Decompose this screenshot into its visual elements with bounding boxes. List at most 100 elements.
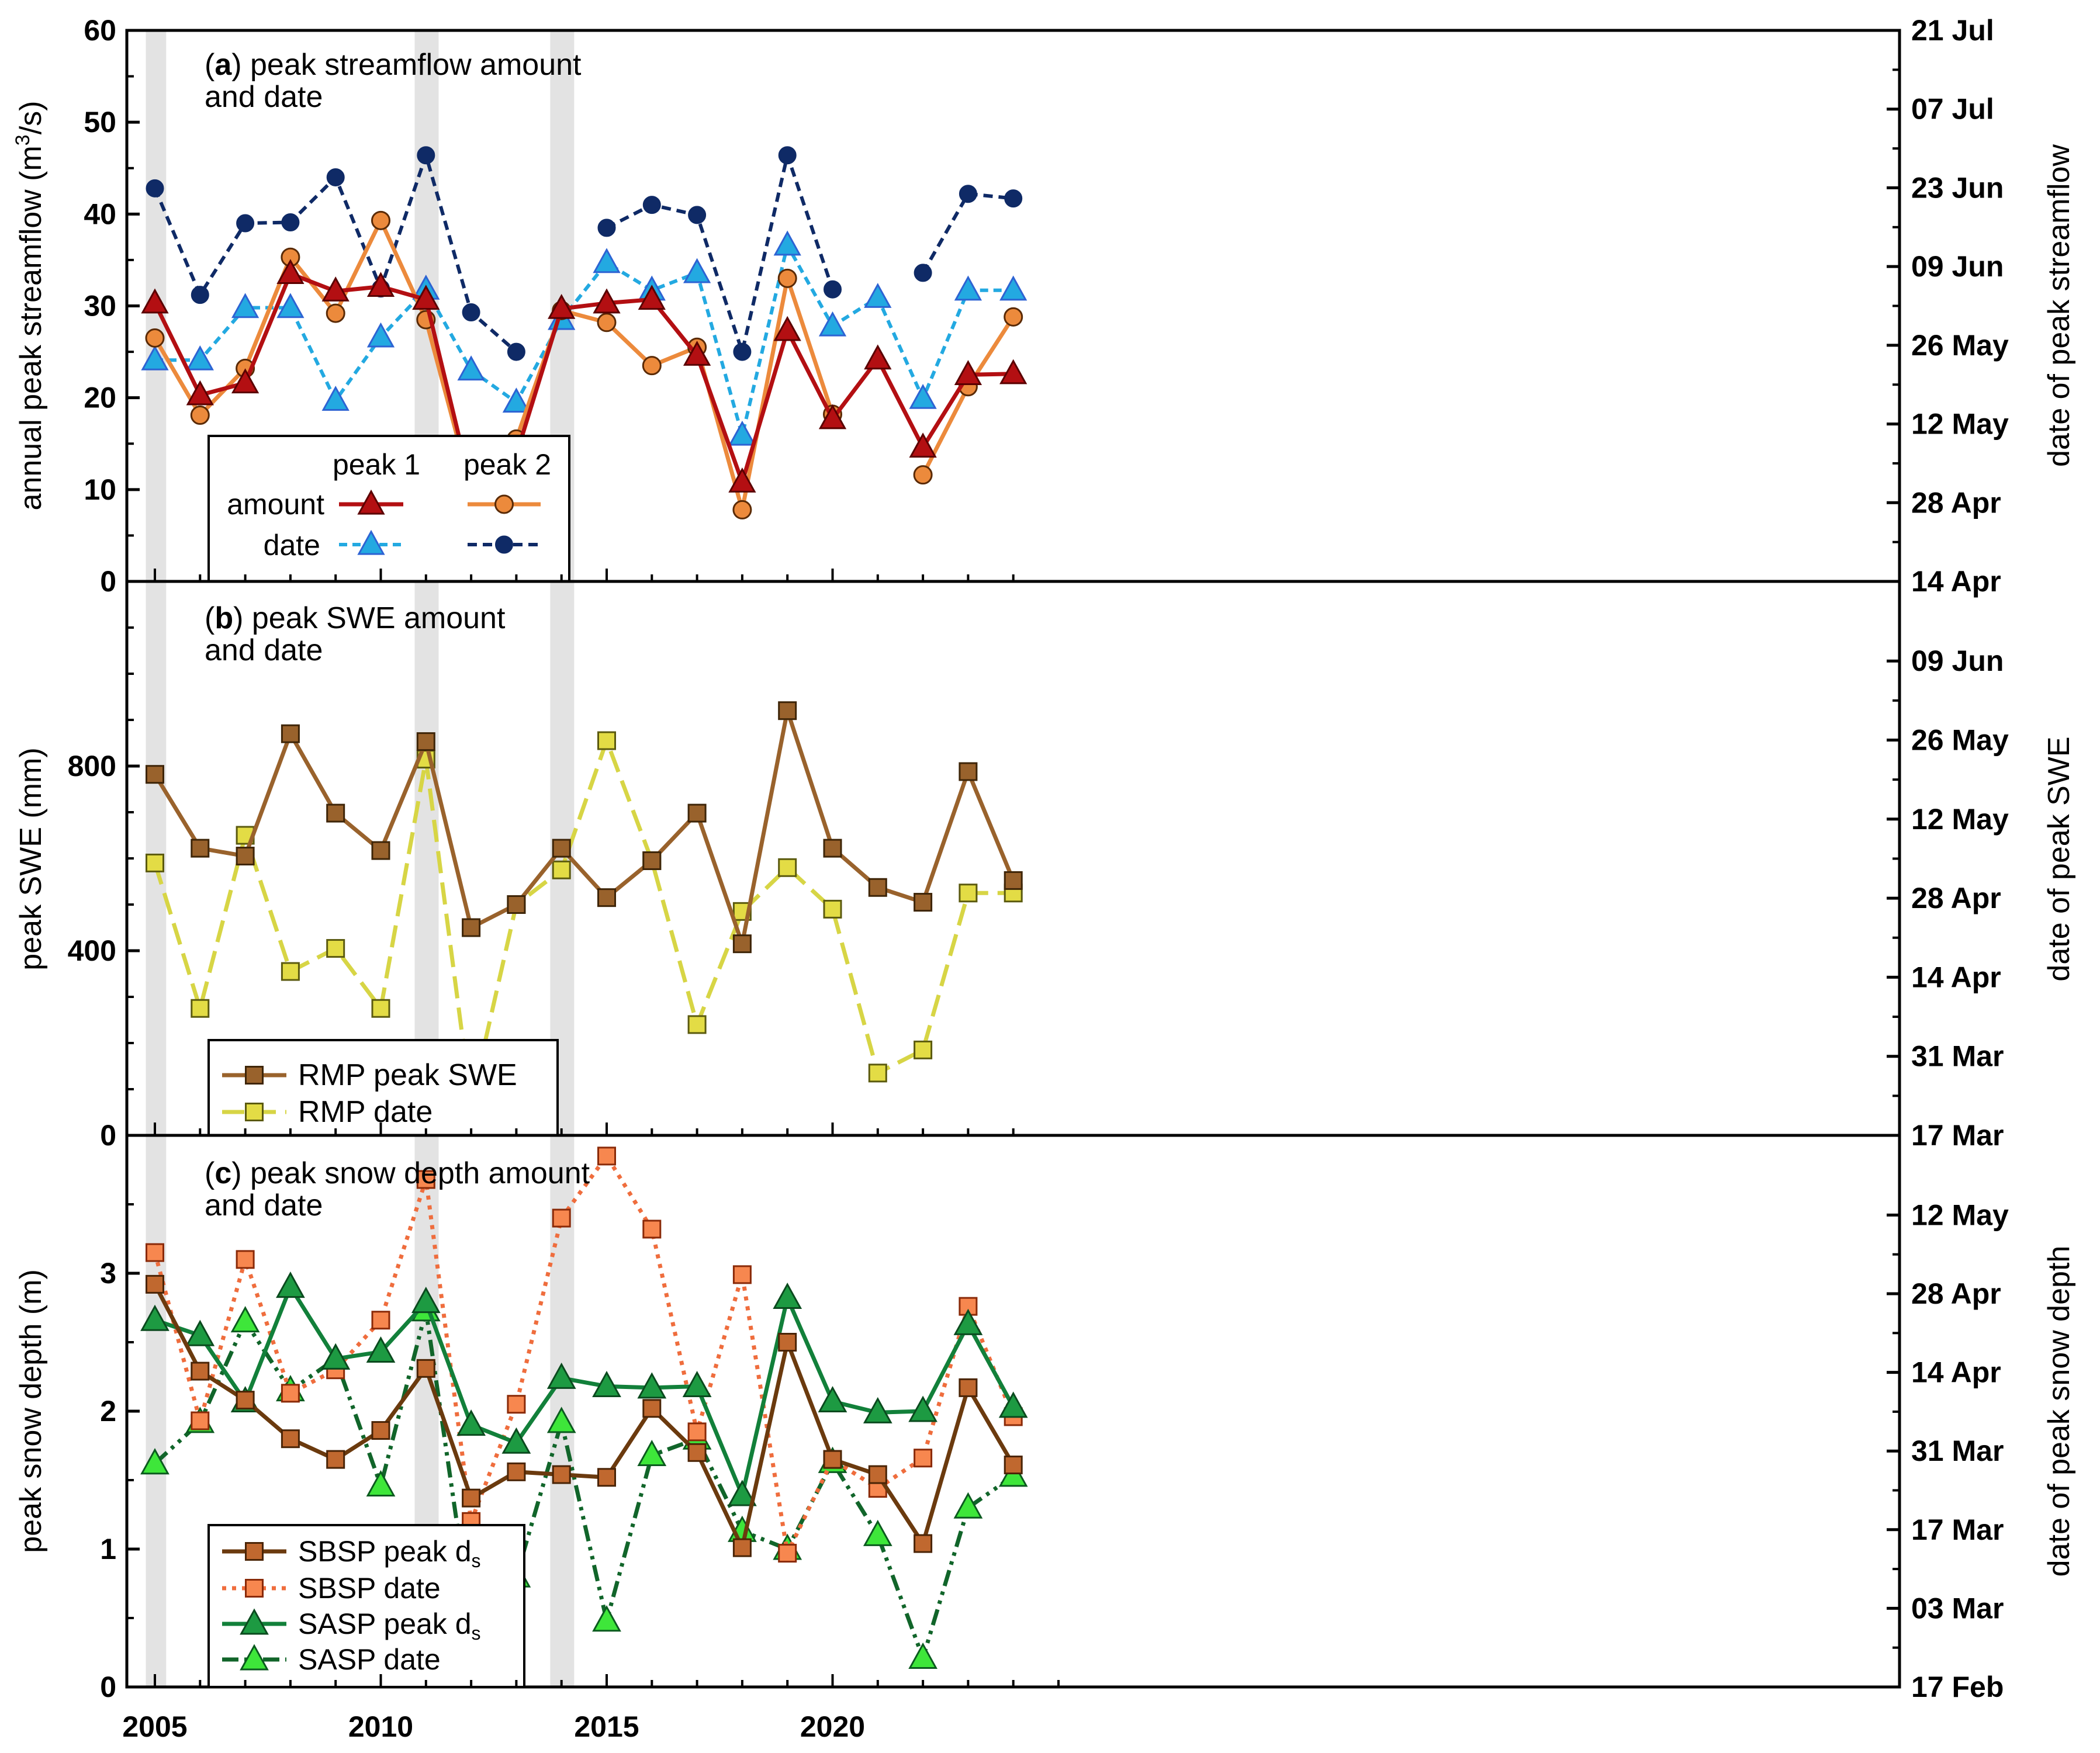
legend-rmp-swe-marker [245, 1066, 264, 1085]
panel-b-ylabel: peak SWE (mm) [14, 747, 48, 970]
legend-amount-row: amount [227, 488, 324, 521]
b-series-0-point-2019 [778, 701, 797, 720]
c-series-3-line-0 [153, 1309, 1015, 1665]
panel-c-legend: SBSP peak ds SBSP date SASP peak ds SASP… [207, 1524, 525, 1688]
a-series-3-point-2012 [462, 303, 480, 322]
c-series-0-point-2005 [146, 1274, 164, 1294]
b-series-0-point-2007 [236, 847, 255, 866]
panel-c-label: c [215, 1156, 231, 1190]
legend-date-row: date [264, 529, 320, 562]
panel-a-streamflow: 0 10 20 30 40 50 60 14 Apr 28 Apr 12 May 26 May 09 … [12, 14, 2076, 598]
c-series-0-point-2010 [371, 1421, 390, 1440]
a-series-3-point-2024 [1004, 189, 1023, 208]
b-series-1-point-2022 [914, 1040, 933, 1059]
a-series-2-point-2020 [818, 311, 847, 337]
c-series-0-point-2013 [507, 1462, 526, 1481]
c-series-2-point-2012 [456, 1409, 486, 1436]
panel-b-label: b [215, 601, 233, 635]
y2-tick-label-03 Mar: 03 Mar [1911, 1592, 2004, 1624]
panel-a-y2label: date of peak streamflow [2042, 144, 2076, 467]
b-series-0-point-2009 [326, 803, 345, 823]
b-series-0-point-2018 [732, 934, 752, 954]
a-series-0-point-2019 [773, 316, 801, 341]
panel-b-legend: RMP peak SWE RMP date [207, 1039, 559, 1137]
a-series-2-point-2022 [909, 383, 937, 409]
a-series-2-point-2023 [954, 275, 982, 301]
c-series-0-point-2008 [281, 1429, 300, 1449]
b-series-0-point-2016 [642, 851, 662, 870]
c-series-0-point-2024 [1004, 1456, 1023, 1475]
b-series-0-point-2022 [914, 893, 933, 912]
c-series-1-point-2010 [371, 1311, 390, 1330]
a-series-3-point-2017 [688, 206, 707, 224]
y-tick-label-0: 0 [100, 1671, 116, 1703]
legend-peak1-date-marker [357, 529, 385, 555]
c-series-1-point-2014 [552, 1208, 571, 1228]
legend-sbsp-depth-marker [245, 1542, 264, 1561]
b-series-0-point-2023 [959, 762, 978, 781]
y2-tick-label-21 Jul: 21 Jul [1911, 14, 1994, 47]
b-series-0-point-2013 [507, 895, 526, 914]
a-series-0-point-2016 [638, 285, 666, 310]
c-series-0-point-2023 [959, 1378, 978, 1397]
y2-tick-label-14 Apr: 14 Apr [1911, 961, 2001, 993]
c-series-1-point-2007 [236, 1250, 255, 1269]
a-series-0-point-2006 [186, 380, 214, 406]
a-series-0-point-2023 [954, 360, 982, 385]
a-series-3-point-2009 [326, 168, 345, 186]
panel-b-title-text: peak SWE amount [252, 601, 506, 635]
a-series-1-point-2018 [732, 500, 752, 519]
y2-tick-label-23 Jun: 23 Jun [1911, 171, 2004, 204]
y2-tick-label-17 Feb: 17 Feb [1911, 1671, 2004, 1703]
a-series-2-point-2021 [864, 283, 892, 308]
panel-b-title: (b) peak SWE amount [205, 601, 506, 635]
legend-sasp-date: SASP date [298, 1643, 441, 1676]
b-series-1-point-2021 [868, 1063, 887, 1083]
a-series-2-point-2007 [231, 293, 260, 318]
y-tick-label-0: 0 [100, 1119, 116, 1152]
a-series-3-point-2006 [191, 286, 209, 304]
c-series-0-point-2009 [326, 1450, 345, 1469]
panel-a-title: (a) peak streamflow amount [205, 48, 582, 82]
c-series-0-point-2016 [642, 1399, 662, 1418]
c-series-1-point-2005 [146, 1243, 164, 1262]
a-series-2-point-2012 [457, 355, 485, 381]
c-series-2-point-2009 [321, 1343, 351, 1370]
a-series-3-point-2018 [733, 342, 752, 361]
c-series-3-point-2005 [140, 1448, 169, 1475]
c-series-2-point-2019 [773, 1282, 802, 1309]
b-series-1-point-2014 [552, 860, 571, 879]
y2-tick-label-28 Apr: 28 Apr [1911, 486, 2001, 519]
b-series-0-point-2010 [371, 841, 390, 860]
c-series-3-point-2021 [863, 1519, 892, 1546]
y-tick-label-1: 1 [100, 1533, 116, 1565]
a-series-3-point-2020 [824, 280, 842, 299]
panel-c-title-text: peak snow depth amount [250, 1156, 590, 1190]
a-series-1-point-2005 [145, 328, 165, 348]
panel-b-legend-marks [222, 1066, 286, 1121]
c-series-3-point-2022 [908, 1642, 937, 1669]
y2-tick-label-09 Jun: 09 Jun [1911, 645, 2004, 677]
a-series-0-point-2011 [412, 285, 440, 310]
legend-sbsp-date: SBSP date [298, 1572, 441, 1605]
a-series-0-point-2015 [593, 288, 621, 314]
c-series-0-point-2019 [778, 1333, 797, 1352]
c-series-2-point-2017 [682, 1370, 712, 1398]
c-series-2-point-2018 [728, 1480, 757, 1506]
c-series-0-point-2022 [914, 1534, 933, 1553]
c-series-1-point-2019 [778, 1544, 797, 1563]
y2-tick-label-17 Mar: 17 Mar [1911, 1119, 2004, 1152]
panel-a-title-line2: and date [205, 80, 323, 114]
panel-c-ticks: 0 1 2 3 17 Feb 03 Mar 17 Mar 31 Mar 14 Apr 28 Apr… [100, 1134, 2009, 1703]
a-series-2-point-2013 [502, 387, 531, 413]
b-series-1-point-2010 [371, 999, 390, 1018]
c-series-1-point-2013 [507, 1395, 526, 1414]
c-series-0-point-2011 [416, 1359, 435, 1378]
legend-rmp-date-marker [245, 1103, 264, 1121]
y2-tick-label-17 Mar: 17 Mar [1911, 1513, 2004, 1546]
legend-rmp-swe: RMP peak SWE [298, 1058, 517, 1092]
y-tick-label-2: 2 [100, 1395, 116, 1428]
c-series-0-point-2017 [687, 1443, 707, 1462]
y2-tick-label-07 Jul: 07 Jul [1911, 93, 1994, 126]
c-series-1-point-2018 [732, 1265, 752, 1284]
